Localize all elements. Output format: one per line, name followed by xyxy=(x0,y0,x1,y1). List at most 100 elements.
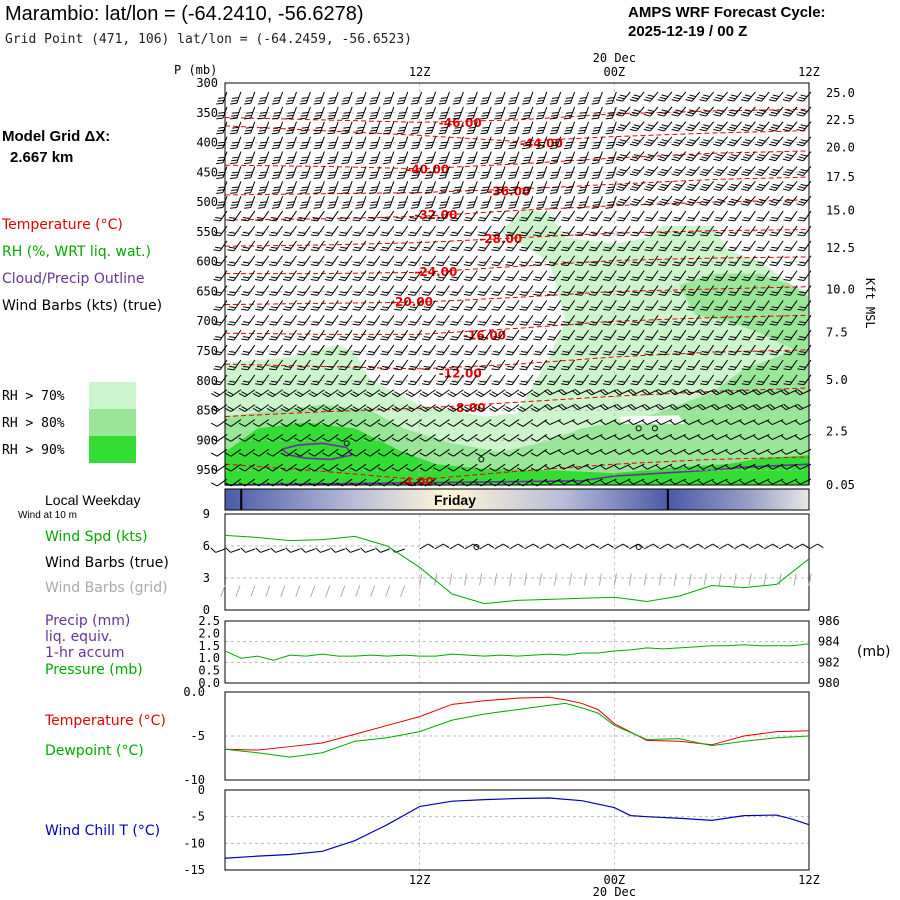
barb-feather xyxy=(522,117,529,120)
barb-feather xyxy=(660,365,667,368)
barb-feather xyxy=(285,117,293,120)
wind-barb xyxy=(686,300,701,311)
barb-feather xyxy=(647,198,655,202)
barb-feather xyxy=(632,350,640,353)
barb-staff xyxy=(414,329,423,341)
barb-feather xyxy=(451,321,459,324)
barb-feather xyxy=(280,407,287,412)
barb-feather xyxy=(697,464,704,470)
barb-feather xyxy=(410,162,418,165)
barb-feather xyxy=(673,96,681,100)
barb-staff xyxy=(581,225,589,237)
barb-feather xyxy=(496,112,504,114)
barb-feather xyxy=(273,186,281,189)
barb-feather xyxy=(453,129,461,132)
barb-staff xyxy=(303,270,311,281)
wind-barb xyxy=(241,300,256,311)
wind-barb xyxy=(563,181,576,194)
barb-staff xyxy=(314,404,325,412)
wind-barb xyxy=(296,210,311,222)
barb-feather xyxy=(482,112,490,114)
barb-staff xyxy=(522,463,534,472)
wind-barb xyxy=(489,434,506,442)
barb-staff xyxy=(539,374,548,385)
barb-feather xyxy=(282,353,290,356)
barb-feather xyxy=(660,246,667,249)
barb-feather xyxy=(242,231,250,234)
barb-staff xyxy=(692,255,701,266)
barb-feather xyxy=(266,467,274,472)
barb-feather xyxy=(579,171,587,174)
height-tick-label: 12.5 xyxy=(826,241,855,255)
wind-panel-frame xyxy=(224,513,810,611)
barb-feather xyxy=(437,365,445,368)
barb-staff xyxy=(678,374,687,385)
barb-feather xyxy=(577,162,585,165)
barb-feather xyxy=(551,156,559,159)
barb-feather xyxy=(588,368,596,371)
barb-staff xyxy=(235,585,241,597)
wind-barb xyxy=(644,240,659,252)
barb-feather xyxy=(564,144,572,147)
wind-barb xyxy=(713,106,728,117)
barb-feather xyxy=(312,246,320,249)
wind-barb xyxy=(255,210,270,222)
barb-feather xyxy=(363,407,371,412)
barb-feather xyxy=(258,189,266,192)
barb-staff xyxy=(467,463,478,472)
barb-feather xyxy=(618,350,626,353)
barb-feather xyxy=(394,264,401,267)
wind-barb xyxy=(313,136,325,150)
barb-feather xyxy=(606,129,614,132)
barb-feather xyxy=(340,321,348,324)
barb-staff xyxy=(497,225,506,237)
barb-feather xyxy=(271,132,279,135)
barb-staff xyxy=(233,329,242,341)
barb-feather xyxy=(683,420,690,425)
barb-staff xyxy=(358,315,367,326)
barb-feather xyxy=(218,141,226,144)
barb-staff xyxy=(344,374,353,385)
barb-feather xyxy=(336,452,343,457)
barb-feather xyxy=(508,117,515,120)
wind-barb xyxy=(549,121,562,135)
barb-feather xyxy=(660,336,667,339)
barb-staff xyxy=(275,300,284,311)
wind-barb xyxy=(213,329,228,341)
barb-feather xyxy=(238,393,246,398)
barb-feather xyxy=(715,186,722,189)
barb-feather xyxy=(336,393,343,398)
barb-staff xyxy=(789,210,798,222)
barb-feather xyxy=(397,99,405,102)
barb-feather xyxy=(641,449,648,455)
barb-feather xyxy=(285,132,293,135)
barb-feather xyxy=(315,112,323,114)
barb-feather xyxy=(340,291,348,294)
barb-feather xyxy=(381,306,389,309)
barb-feather xyxy=(330,547,336,553)
barb-staff xyxy=(414,374,423,385)
barb-feather xyxy=(366,234,374,237)
barb-feather xyxy=(602,368,610,371)
barb-feather xyxy=(341,206,349,209)
barb-feather xyxy=(371,141,378,144)
barb-feather xyxy=(481,144,489,147)
barb-staff xyxy=(428,285,436,296)
barb-staff xyxy=(247,210,256,222)
barb-feather xyxy=(411,174,419,177)
barb-feather xyxy=(296,383,304,386)
wind-barb xyxy=(257,166,270,179)
barb-staff xyxy=(344,300,353,311)
barb-feather xyxy=(409,216,417,219)
barb-feather xyxy=(658,308,666,311)
barb-staff xyxy=(706,344,715,356)
barb-staff xyxy=(719,91,728,102)
barb-feather xyxy=(371,171,378,174)
barb-feather xyxy=(574,338,582,341)
wind-barb xyxy=(230,196,242,209)
barb-staff xyxy=(386,344,395,356)
wind-barb xyxy=(257,91,270,105)
barb-feather xyxy=(521,291,528,294)
barb-staff xyxy=(719,136,728,147)
barb-feather xyxy=(533,219,540,222)
